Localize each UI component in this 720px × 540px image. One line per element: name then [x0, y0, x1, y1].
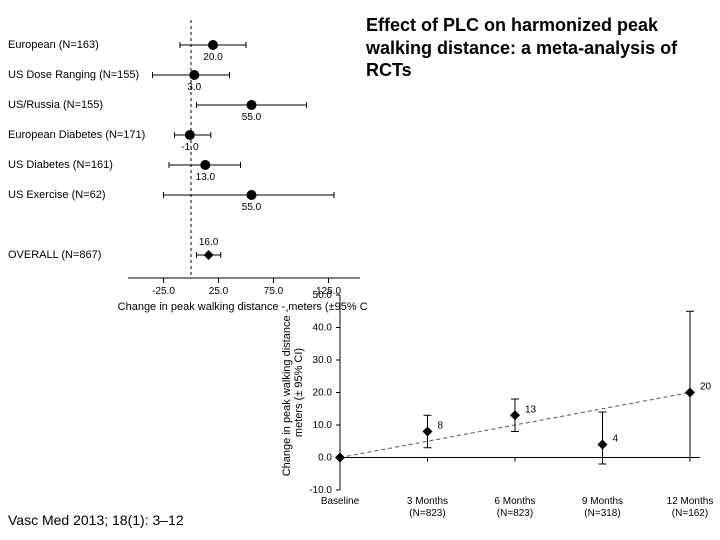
- value-label: 13: [525, 404, 537, 415]
- point-marker: [208, 40, 218, 50]
- diamond-marker: [423, 427, 433, 437]
- y-tick-label: -10.0: [309, 485, 332, 496]
- x-tick-label: (N=162): [672, 508, 708, 519]
- point-marker: [247, 100, 257, 110]
- value-label: 55.0: [242, 202, 262, 213]
- x-tick-label: 12 Months: [667, 496, 714, 507]
- study-label: US Dose Ranging (N=155): [8, 69, 139, 81]
- y-tick-label: 10.0: [313, 420, 333, 431]
- x-tick-label: (N=823): [497, 508, 533, 519]
- diamond-marker: [598, 440, 608, 450]
- point-marker: [247, 190, 257, 200]
- y-axis-label: Change in peak walking distance -meters …: [281, 308, 305, 476]
- x-tick-label: 6 Months: [494, 496, 535, 507]
- study-label: US/Russia (N=155): [8, 99, 103, 111]
- x-tick-label: 3 Months: [407, 496, 448, 507]
- x-tick-label: (N=318): [584, 508, 620, 519]
- study-label: US Exercise (N=62): [8, 189, 106, 201]
- value-label: 16.0: [199, 237, 219, 248]
- y-tick-label: 20.0: [313, 388, 333, 399]
- value-label: 8: [438, 421, 444, 432]
- citation: Vasc Med 2013; 18(1): 3–12: [8, 512, 184, 528]
- value-label: 4: [613, 434, 619, 445]
- x-tick-label: (N=823): [409, 508, 445, 519]
- y-tick-label: 40.0: [313, 323, 333, 334]
- value-label: 20: [700, 382, 712, 393]
- point-marker: [200, 160, 210, 170]
- y-tick-label: 0.0: [318, 453, 332, 464]
- x-tick-label: 25.0: [209, 286, 229, 297]
- y-tick-label: 30.0: [313, 355, 333, 366]
- value-label: 3.0: [187, 82, 201, 93]
- timeline-plot: -10.0 0.0 10.0 20.0 30.0 40.0 50.0 Baseline 8 3 M…: [270, 280, 720, 540]
- overall-label: OVERALL (N=867): [8, 249, 101, 261]
- value-label: 13.0: [196, 172, 216, 183]
- point-marker: [185, 130, 195, 140]
- x-tick-label: -25.0: [152, 286, 175, 297]
- point-marker: [189, 70, 199, 80]
- x-tick-label: 9 Months: [582, 496, 623, 507]
- y-tick-label: 50.0: [313, 290, 333, 301]
- value-label: -1.0: [181, 142, 199, 153]
- diamond-marker: [510, 410, 520, 420]
- x-tick-label: Baseline: [321, 496, 360, 507]
- slide-title: Effect of PLC on harmonized peak walking…: [366, 14, 696, 82]
- diamond-marker: [685, 388, 695, 398]
- study-label: US Diabetes (N=161): [8, 159, 113, 171]
- value-label: 55.0: [242, 112, 262, 123]
- study-label: European (N=163): [8, 39, 99, 51]
- study-label: European Diabetes (N=171): [8, 129, 145, 141]
- slide-canvas: { "title": "Effect of PLC on harmonized …: [0, 0, 720, 540]
- value-label: 20.0: [203, 52, 223, 63]
- diamond-marker: [204, 250, 214, 260]
